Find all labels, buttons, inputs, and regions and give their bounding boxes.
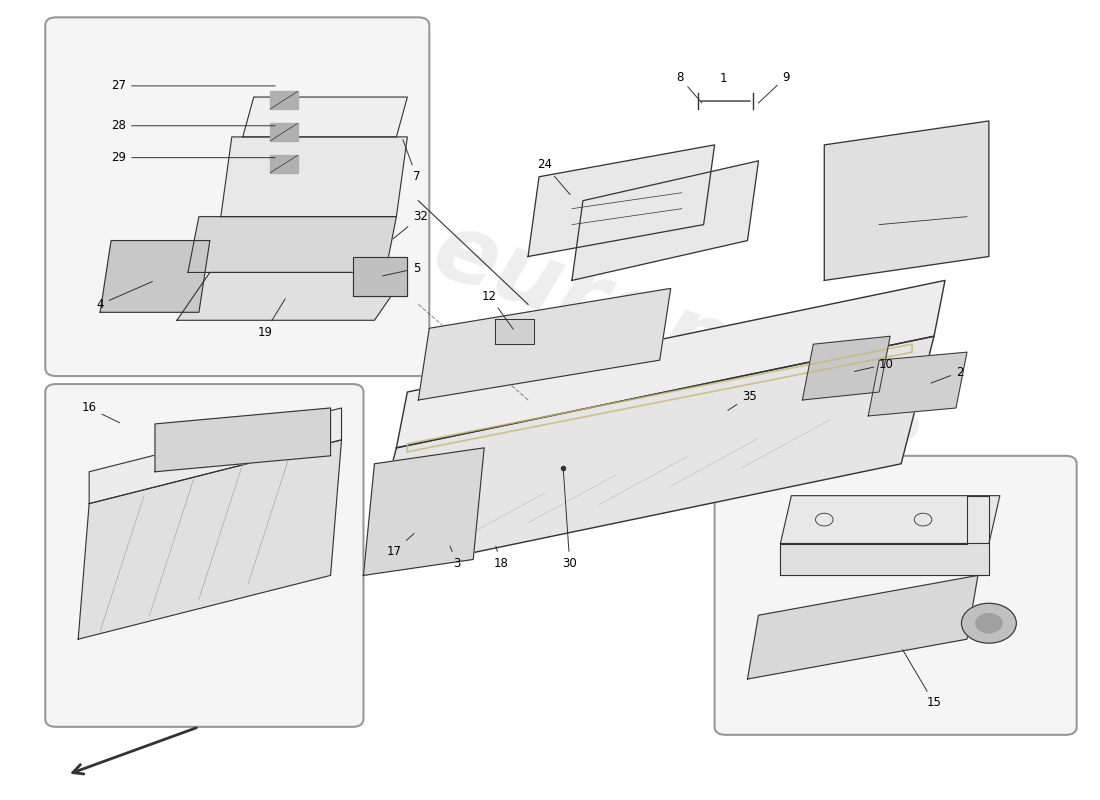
Polygon shape <box>177 273 407 320</box>
Text: 19: 19 <box>257 298 285 338</box>
Text: 28: 28 <box>111 119 275 132</box>
Text: 18: 18 <box>493 546 508 570</box>
Text: 1: 1 <box>719 72 727 85</box>
FancyBboxPatch shape <box>45 384 363 727</box>
Text: 17: 17 <box>387 534 414 558</box>
Polygon shape <box>396 281 945 448</box>
Bar <box>271 123 298 141</box>
Bar <box>271 155 298 173</box>
Text: 10: 10 <box>855 358 894 371</box>
FancyBboxPatch shape <box>715 456 1077 735</box>
Text: 32: 32 <box>393 210 428 239</box>
Text: 16: 16 <box>81 402 120 422</box>
Polygon shape <box>243 97 407 137</box>
Text: 12: 12 <box>482 290 514 329</box>
Polygon shape <box>418 288 671 400</box>
Polygon shape <box>89 408 341 504</box>
Text: 5: 5 <box>383 262 420 276</box>
Text: europarts: europarts <box>420 204 943 469</box>
Polygon shape <box>748 575 978 679</box>
Text: 29: 29 <box>111 151 275 164</box>
Polygon shape <box>188 217 396 273</box>
Polygon shape <box>155 408 331 472</box>
Bar <box>271 91 298 109</box>
Text: 3: 3 <box>450 546 461 570</box>
Text: 7: 7 <box>403 139 420 183</box>
Text: 4: 4 <box>97 282 153 311</box>
Circle shape <box>976 614 1002 633</box>
Polygon shape <box>221 137 407 217</box>
Text: 35: 35 <box>728 390 757 410</box>
Polygon shape <box>100 241 210 312</box>
Polygon shape <box>78 440 341 639</box>
Polygon shape <box>528 145 715 257</box>
Polygon shape <box>352 257 407 296</box>
Text: 24: 24 <box>537 158 570 194</box>
Polygon shape <box>572 161 759 281</box>
Polygon shape <box>363 448 484 575</box>
Text: 27: 27 <box>111 79 275 92</box>
Circle shape <box>961 603 1016 643</box>
Text: 15: 15 <box>902 650 942 710</box>
Bar <box>495 318 534 344</box>
FancyBboxPatch shape <box>45 18 429 376</box>
Polygon shape <box>802 336 890 400</box>
Text: a passion for parts since 1985: a passion for parts since 1985 <box>438 425 772 503</box>
Polygon shape <box>363 336 934 575</box>
Polygon shape <box>780 496 1000 543</box>
Text: 30: 30 <box>562 470 578 570</box>
Polygon shape <box>780 496 989 575</box>
Polygon shape <box>824 121 989 281</box>
Text: 2: 2 <box>931 366 964 383</box>
Text: 8: 8 <box>675 70 702 103</box>
Polygon shape <box>868 352 967 416</box>
Text: 9: 9 <box>758 70 790 103</box>
